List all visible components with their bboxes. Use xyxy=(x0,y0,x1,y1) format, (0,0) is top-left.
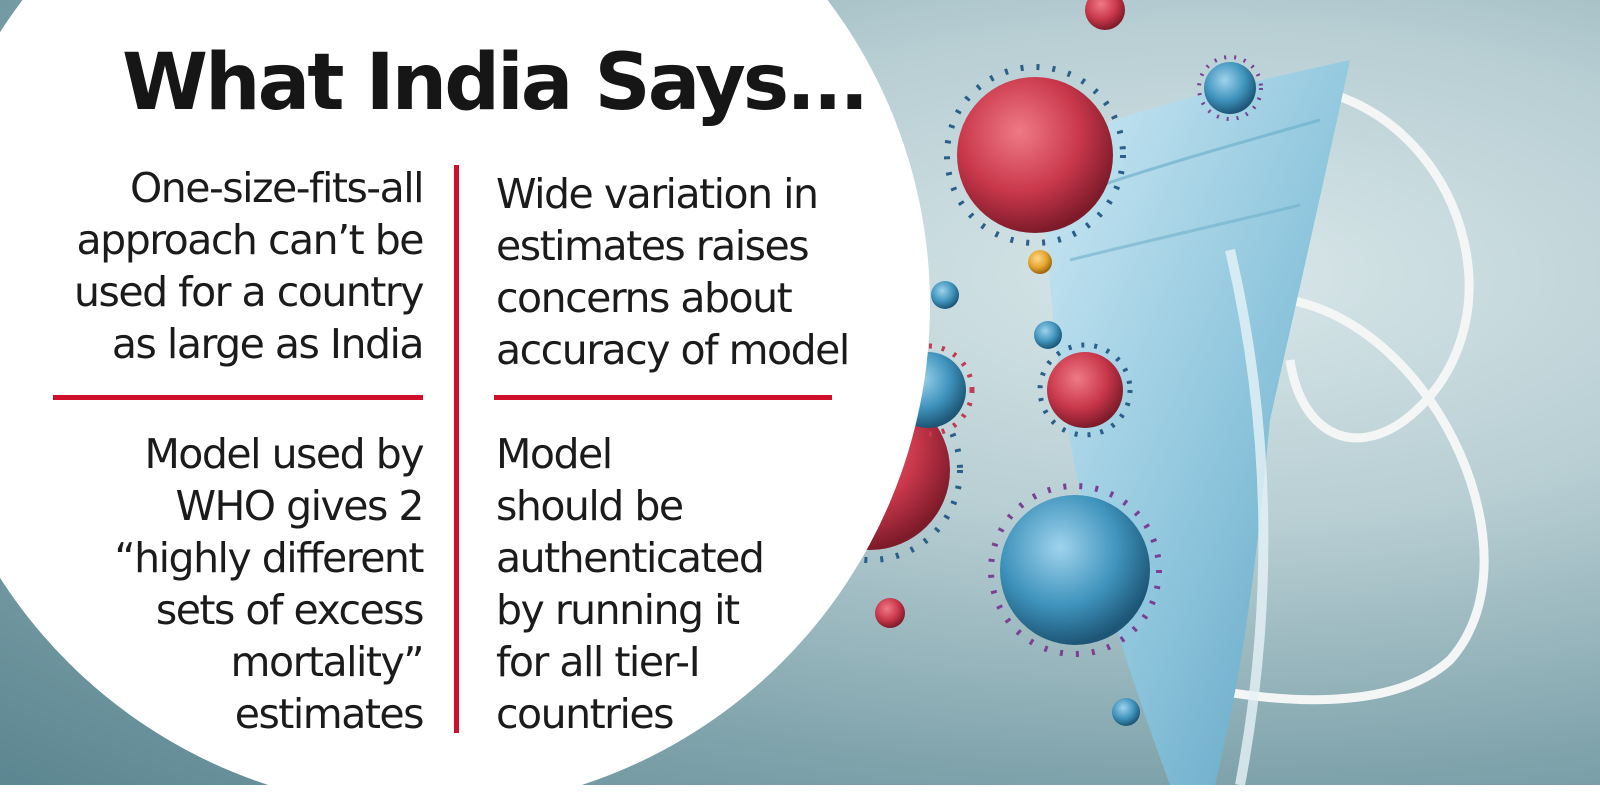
virus-particle xyxy=(988,483,1162,657)
virus-particle xyxy=(1028,250,1052,274)
mask-ear-loop xyxy=(1285,90,1474,443)
mask-fold xyxy=(1069,203,1301,262)
point-who-model: Model used by WHO gives 2 “highly differ… xyxy=(114,430,424,738)
virus-particle xyxy=(1034,321,1062,349)
vertical-divider xyxy=(454,165,459,733)
virus-particle xyxy=(1112,698,1140,726)
point-model-authentication: Model should be authenticated by running… xyxy=(496,430,765,738)
virus-particle xyxy=(1197,55,1263,121)
headline: What India Says... xyxy=(122,38,869,128)
virus-particle xyxy=(931,281,959,309)
mask-ear-loop xyxy=(1214,295,1489,705)
horizontal-divider-left xyxy=(53,395,423,400)
virus-particle xyxy=(944,64,1126,246)
point-one-size-fits-all: One-size-fits-all approach can’t be used… xyxy=(74,164,425,368)
horizontal-divider-right xyxy=(494,395,832,400)
point-wide-variation: Wide variation in estimates raises conce… xyxy=(496,170,850,374)
virus-particle xyxy=(1085,0,1125,30)
mask-edge xyxy=(1225,248,1269,785)
virus-particle xyxy=(875,598,905,628)
virus-particle xyxy=(1037,342,1133,438)
